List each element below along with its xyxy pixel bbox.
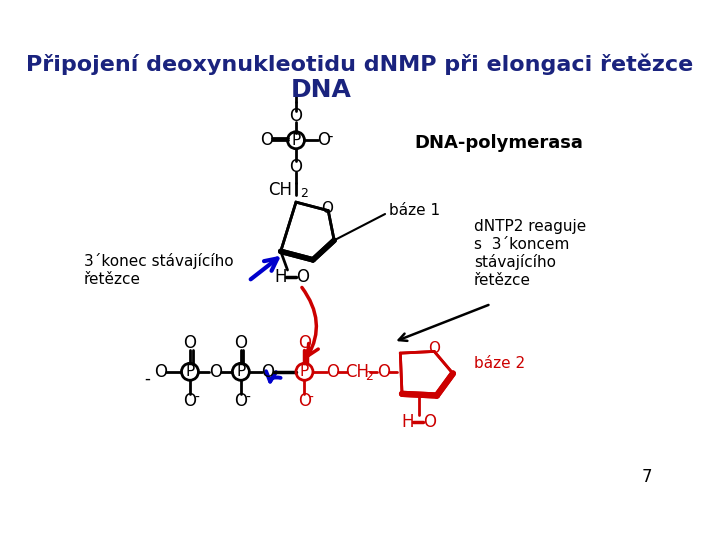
Text: H: H <box>274 268 287 286</box>
Text: O: O <box>326 363 339 381</box>
Text: -: - <box>194 391 199 405</box>
Text: O: O <box>209 363 222 381</box>
Text: báze 1: báze 1 <box>390 203 441 218</box>
Text: O: O <box>318 131 330 149</box>
Text: O: O <box>321 200 333 215</box>
Text: CH: CH <box>345 363 369 381</box>
Text: O: O <box>261 363 274 381</box>
Text: O: O <box>423 413 436 431</box>
Text: DNA: DNA <box>291 78 352 102</box>
Text: 7: 7 <box>642 468 652 487</box>
Text: 2: 2 <box>366 369 374 382</box>
Polygon shape <box>281 202 334 260</box>
Text: O: O <box>260 131 273 149</box>
Text: P: P <box>185 364 194 379</box>
Text: 2: 2 <box>300 187 308 200</box>
Text: -: - <box>309 391 314 405</box>
Text: báze 2: báze 2 <box>474 356 526 371</box>
Text: DNA-polymerasa: DNA-polymerasa <box>415 134 584 152</box>
Text: O: O <box>184 334 197 352</box>
Text: -: - <box>246 391 250 405</box>
Text: O: O <box>377 363 390 381</box>
Text: P: P <box>300 364 309 379</box>
Text: H: H <box>402 413 414 431</box>
Text: -: - <box>145 369 150 388</box>
Text: P: P <box>292 133 301 148</box>
Text: O: O <box>298 334 311 352</box>
Text: O: O <box>296 268 310 286</box>
Text: O: O <box>289 107 302 125</box>
Text: O: O <box>234 334 248 352</box>
Text: O: O <box>289 158 302 177</box>
Text: 3´konec stávajícího
řetězce: 3´konec stávajícího řetězce <box>84 253 233 287</box>
Text: O: O <box>298 392 311 410</box>
Text: O: O <box>234 392 248 410</box>
Text: -: - <box>327 129 333 144</box>
Text: P: P <box>236 364 246 379</box>
Text: Připojení deoxynukleotidu dNMP při elongaci řetězce: Připojení deoxynukleotidu dNMP při elong… <box>26 53 693 75</box>
Polygon shape <box>400 352 453 395</box>
Text: O: O <box>184 392 197 410</box>
Text: O: O <box>428 341 440 356</box>
Text: O: O <box>154 363 167 381</box>
Text: CH: CH <box>268 181 292 199</box>
Text: dNTP2 reaguje
s  3´koncem
stávajícího
řetězce: dNTP2 reaguje s 3´koncem stávajícího řet… <box>474 219 586 287</box>
